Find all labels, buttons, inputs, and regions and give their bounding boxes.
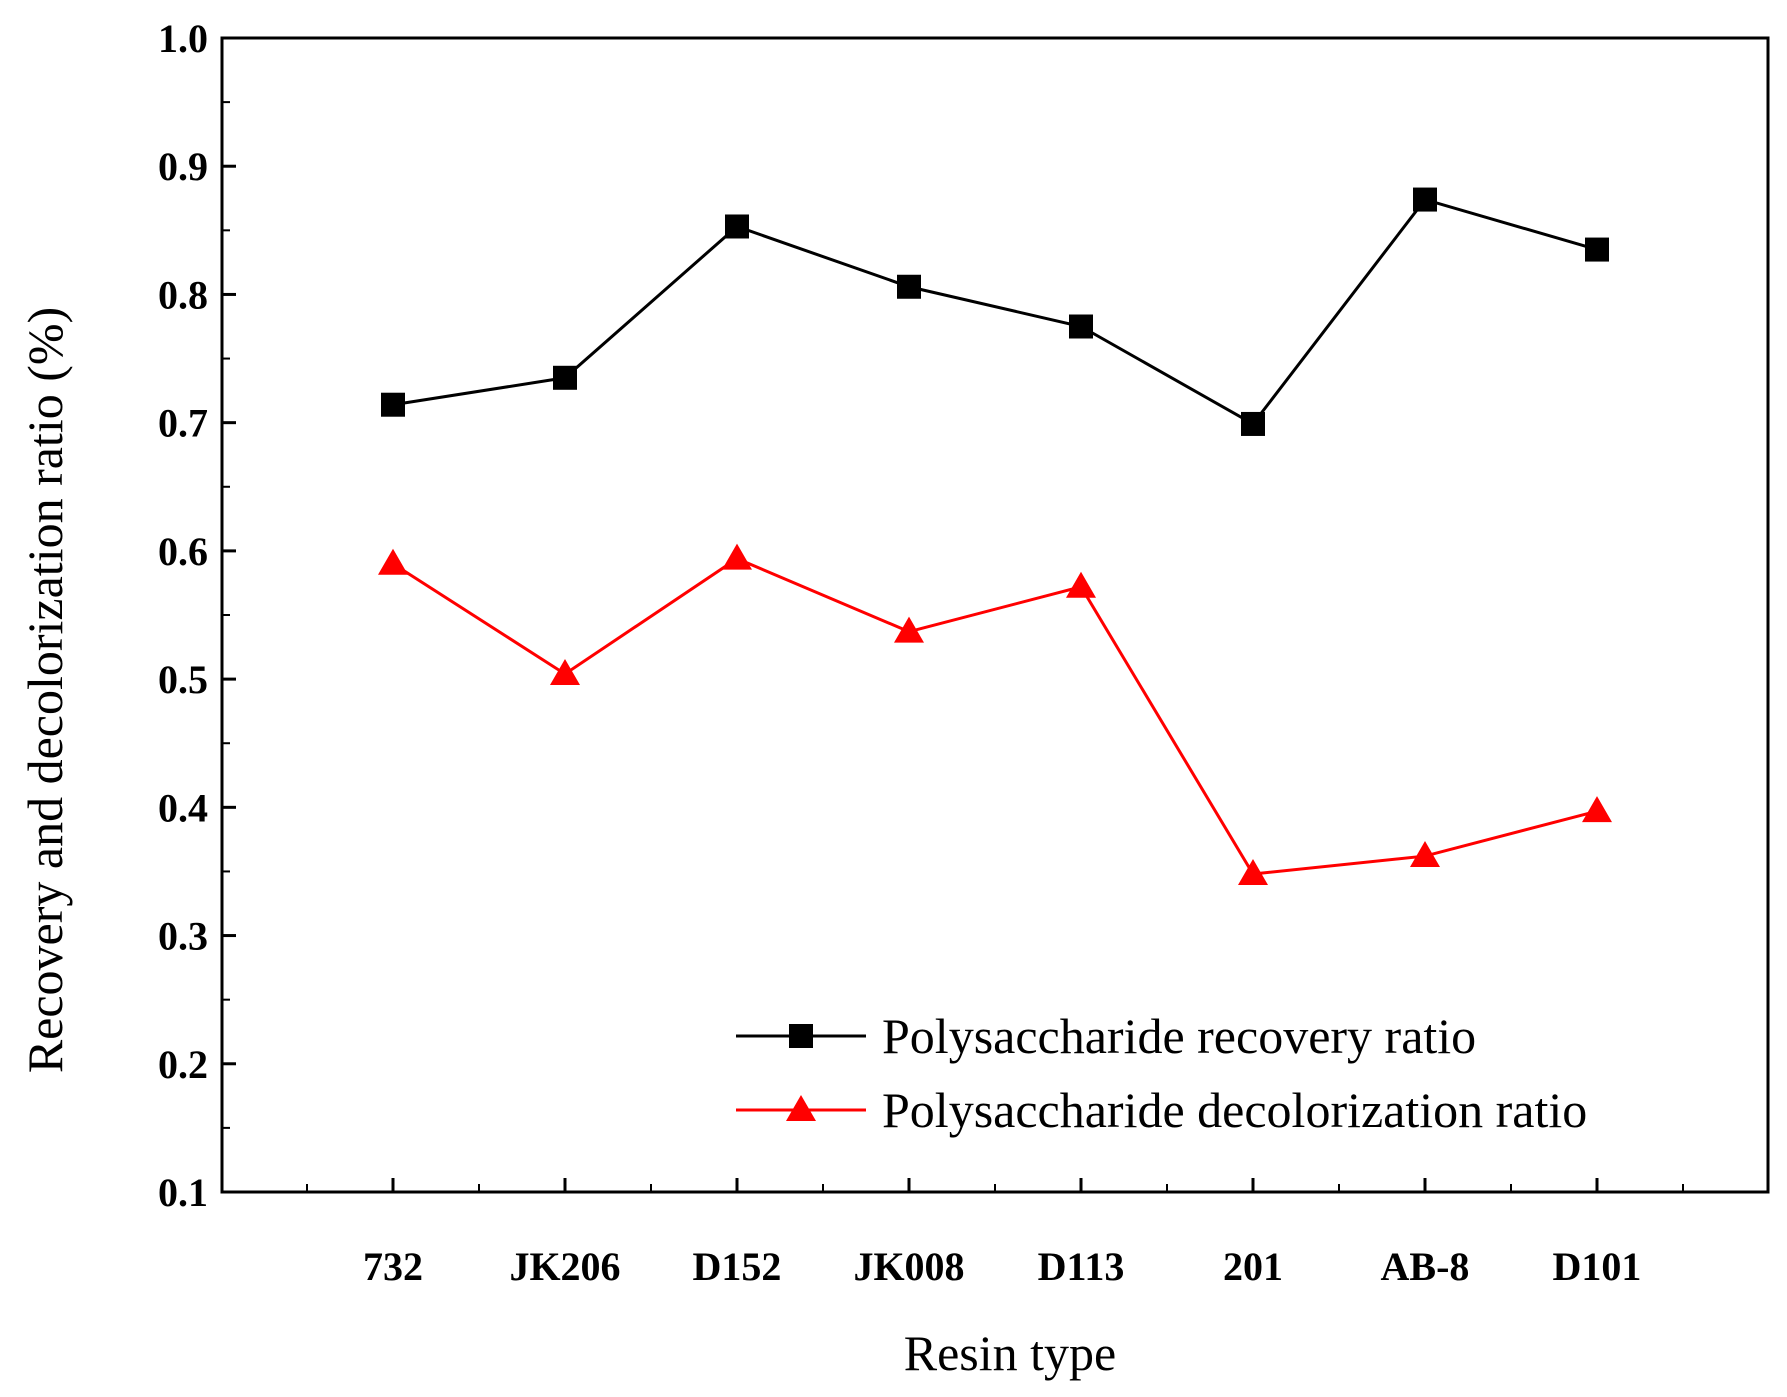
data-point bbox=[1241, 411, 1265, 436]
series-line bbox=[392, 197, 1598, 426]
x-tick-label: D152 bbox=[693, 1244, 782, 1289]
legend-label: Polysaccharide recovery ratio bbox=[882, 1008, 1476, 1064]
series-1 bbox=[381, 187, 1609, 436]
data-point bbox=[1413, 187, 1437, 212]
data-point bbox=[897, 274, 921, 299]
series-2 bbox=[378, 543, 1612, 886]
legend-label: Polysaccharide decolorization ratio bbox=[882, 1082, 1587, 1138]
series-line bbox=[392, 556, 1598, 876]
data-point bbox=[725, 214, 749, 239]
y-axis-title: Recovery and decolorization ratio (%) bbox=[17, 307, 73, 1073]
legend-entry: Polysaccharide decolorization ratio bbox=[736, 1082, 1587, 1138]
data-point bbox=[722, 543, 752, 570]
data-point bbox=[1410, 841, 1440, 868]
data-point bbox=[553, 365, 577, 390]
data-point bbox=[1069, 314, 1093, 339]
x-tick-label: 732 bbox=[363, 1244, 423, 1289]
legend: Polysaccharide recovery ratio Polysacchar… bbox=[736, 1008, 1587, 1138]
y-tick-label: 0.3 bbox=[158, 914, 208, 959]
y-axis-ticks: 0.1 0.2 0.3 0.4 0.5 0.6 0.7 0.8 0.9 1.0 bbox=[158, 16, 236, 1215]
legend-marker bbox=[789, 1024, 813, 1048]
x-tick-label: D101 bbox=[1553, 1244, 1642, 1289]
y-tick-label: 1.0 bbox=[158, 16, 208, 61]
data-point bbox=[1238, 859, 1268, 886]
x-axis-title: Resin type bbox=[904, 1325, 1116, 1381]
x-tick-label: D113 bbox=[1038, 1244, 1125, 1289]
y-tick-label: 0.7 bbox=[158, 401, 208, 446]
y-tick-label: 0.2 bbox=[158, 1042, 208, 1087]
legend-marker bbox=[786, 1095, 816, 1121]
legend-entry: Polysaccharide recovery ratio bbox=[736, 1008, 1476, 1064]
data-point bbox=[1585, 237, 1609, 262]
x-tick-label: JK008 bbox=[853, 1244, 964, 1289]
data-point bbox=[550, 658, 580, 685]
y-tick-label: 0.8 bbox=[158, 272, 208, 317]
data-point bbox=[894, 616, 924, 643]
series-layer bbox=[378, 187, 1612, 886]
y-tick-label: 0.9 bbox=[158, 144, 208, 189]
y-tick-label: 0.5 bbox=[158, 657, 208, 702]
data-point bbox=[1582, 796, 1612, 823]
y-tick-label: 0.6 bbox=[158, 529, 208, 574]
x-tick-label: AB-8 bbox=[1381, 1244, 1470, 1289]
data-point bbox=[378, 548, 408, 575]
x-axis-ticks: 732 JK206 D152 JK008 D113 201 AB-8 D101 bbox=[306, 1178, 1684, 1289]
x-tick-label: JK206 bbox=[509, 1244, 620, 1289]
data-point bbox=[381, 392, 405, 417]
y-tick-label: 0.4 bbox=[158, 785, 208, 830]
y-tick-label: 0.1 bbox=[158, 1170, 208, 1215]
x-tick-label: 201 bbox=[1223, 1244, 1283, 1289]
data-point bbox=[1066, 571, 1096, 598]
